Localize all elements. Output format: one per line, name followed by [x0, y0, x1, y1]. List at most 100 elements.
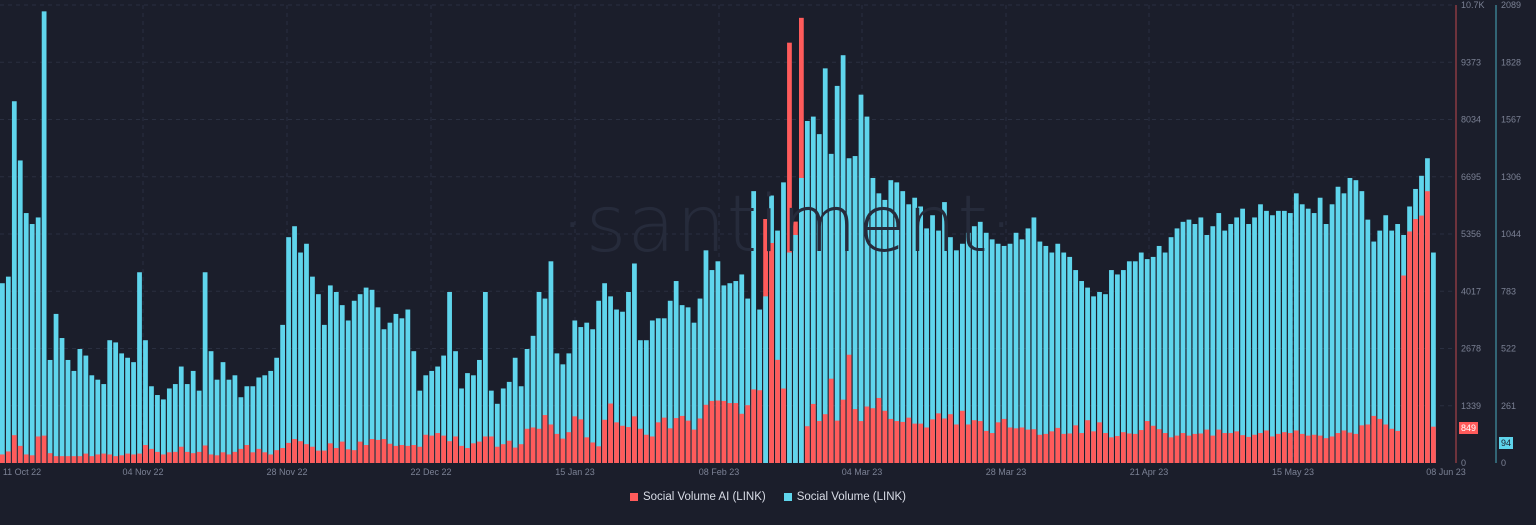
bar-social-volume-ai[interactable]: [900, 421, 906, 463]
bar-social-volume-ai[interactable]: [488, 436, 494, 463]
bar-social-volume[interactable]: [119, 353, 125, 463]
bar-social-volume-ai[interactable]: [924, 427, 929, 463]
bar-social-volume-ai[interactable]: [858, 421, 864, 463]
bar-social-volume[interactable]: [1120, 270, 1126, 463]
bar-social-volume-ai[interactable]: [1335, 433, 1341, 463]
bar-social-volume-ai[interactable]: [65, 456, 71, 463]
bar-social-volume[interactable]: [995, 243, 1001, 463]
bar-social-volume[interactable]: [804, 120, 810, 463]
bar-social-volume-ai[interactable]: [405, 445, 411, 463]
bar-social-volume[interactable]: [89, 375, 95, 463]
bar-social-volume-ai[interactable]: [572, 416, 578, 463]
bar-social-volume-ai[interactable]: [1156, 429, 1162, 463]
bar-social-volume-ai[interactable]: [566, 432, 572, 463]
bar-social-volume[interactable]: [226, 379, 232, 463]
bar-social-volume[interactable]: [1126, 261, 1132, 463]
bar-social-volume[interactable]: [1234, 217, 1240, 463]
bar-social-volume[interactable]: [417, 390, 423, 463]
bar-social-volume[interactable]: [0, 283, 5, 463]
bar-social-volume[interactable]: [828, 153, 834, 463]
bar-social-volume[interactable]: [1097, 291, 1102, 463]
bar-social-volume-ai[interactable]: [119, 455, 125, 463]
bar-social-volume-ai[interactable]: [411, 445, 417, 463]
bar-social-volume[interactable]: [590, 329, 596, 463]
bar-social-volume-ai[interactable]: [423, 434, 429, 463]
bar-social-volume[interactable]: [1150, 256, 1156, 463]
bar-social-volume-ai[interactable]: [578, 419, 584, 463]
bar-social-volume[interactable]: [954, 250, 959, 463]
bar-social-volume[interactable]: [649, 320, 655, 463]
bar-social-volume[interactable]: [787, 252, 792, 463]
bar-social-volume[interactable]: [1281, 210, 1287, 463]
bar-social-volume[interactable]: [512, 357, 518, 463]
bar-social-volume-ai[interactable]: [1389, 428, 1395, 463]
bar-social-volume[interactable]: [578, 327, 584, 463]
bar-social-volume-ai[interactable]: [894, 421, 900, 463]
bar-social-volume-ai[interactable]: [1287, 433, 1293, 463]
bar-social-volume[interactable]: [292, 226, 297, 463]
bar-social-volume[interactable]: [500, 388, 506, 463]
bar-social-volume-ai[interactable]: [482, 436, 488, 463]
bar-social-volume[interactable]: [465, 373, 470, 463]
bar-social-volume-ai[interactable]: [512, 447, 518, 463]
bar-social-volume-ai[interactable]: [1037, 434, 1043, 463]
bar-social-volume-ai[interactable]: [1264, 430, 1269, 463]
bar-social-volume[interactable]: [477, 359, 482, 463]
bar-social-volume[interactable]: [1252, 217, 1257, 463]
bar-social-volume[interactable]: [620, 311, 625, 463]
bar-social-volume-ai[interactable]: [41, 435, 47, 463]
bar-social-volume[interactable]: [643, 340, 649, 463]
bar-social-volume-ai[interactable]: [882, 410, 888, 463]
bar-social-volume-ai[interactable]: [1299, 433, 1305, 463]
bar-social-volume[interactable]: [530, 335, 536, 463]
bar-social-volume-ai[interactable]: [459, 445, 464, 463]
bar-social-volume[interactable]: [715, 261, 721, 463]
bar-social-volume-ai[interactable]: [1305, 435, 1311, 463]
bar-social-volume[interactable]: [125, 357, 130, 463]
bar-social-volume[interactable]: [1335, 186, 1341, 463]
bar-social-volume-ai[interactable]: [160, 454, 166, 463]
bar-social-volume[interactable]: [1067, 256, 1073, 463]
bar-social-volume-ai[interactable]: [918, 423, 924, 463]
bar-social-volume-ai[interactable]: [77, 456, 83, 463]
bar-social-volume-ai[interactable]: [1270, 436, 1275, 463]
bar-social-volume-ai[interactable]: [1198, 433, 1204, 463]
bar-social-volume[interactable]: [196, 390, 202, 463]
bar-social-volume-ai[interactable]: [1240, 435, 1245, 463]
bar-social-volume-ai[interactable]: [870, 408, 876, 463]
bar-social-volume[interactable]: [369, 289, 375, 463]
bar-social-volume[interactable]: [799, 177, 804, 464]
bar-social-volume-ai[interactable]: [172, 451, 178, 463]
bar-social-volume-ai[interactable]: [232, 451, 238, 463]
bar-social-volume[interactable]: [375, 307, 381, 463]
bar-social-volume-ai[interactable]: [1401, 275, 1406, 463]
bar-social-volume[interactable]: [1085, 287, 1090, 463]
bar-social-volume-ai[interactable]: [95, 454, 101, 463]
bar-social-volume[interactable]: [596, 300, 602, 463]
bar-social-volume[interactable]: [47, 359, 53, 463]
bar-social-volume-ai[interactable]: [506, 440, 512, 463]
bar-social-volume-ai[interactable]: [1013, 428, 1019, 463]
bar-social-volume[interactable]: [793, 234, 798, 463]
bar-social-volume-ai[interactable]: [1115, 436, 1120, 463]
bar-social-volume-ai[interactable]: [912, 423, 918, 463]
bar-social-volume-ai[interactable]: [1347, 432, 1353, 463]
bar-social-volume-ai[interactable]: [1043, 433, 1049, 463]
bar-social-volume-ai[interactable]: [995, 422, 1001, 463]
bar-social-volume[interactable]: [524, 348, 530, 463]
bar-social-volume[interactable]: [781, 182, 786, 463]
bar-social-volume-ai[interactable]: [1055, 427, 1061, 463]
bar-social-volume-ai[interactable]: [184, 451, 190, 463]
bar-social-volume-ai[interactable]: [1252, 434, 1257, 463]
bar-social-volume[interactable]: [1431, 252, 1436, 463]
bar-social-volume-ai[interactable]: [739, 413, 745, 463]
bar-social-volume[interactable]: [357, 294, 363, 463]
bar-social-volume[interactable]: [23, 213, 29, 463]
bar-social-volume-ai[interactable]: [846, 354, 852, 463]
bar-social-volume-ai[interactable]: [1192, 433, 1198, 463]
bar-social-volume-ai[interactable]: [333, 448, 339, 463]
bar-social-volume-ai[interactable]: [47, 453, 53, 463]
bar-social-volume-ai[interactable]: [357, 441, 363, 463]
bar-social-volume-ai[interactable]: [804, 426, 810, 463]
bar-social-volume[interactable]: [852, 156, 858, 463]
